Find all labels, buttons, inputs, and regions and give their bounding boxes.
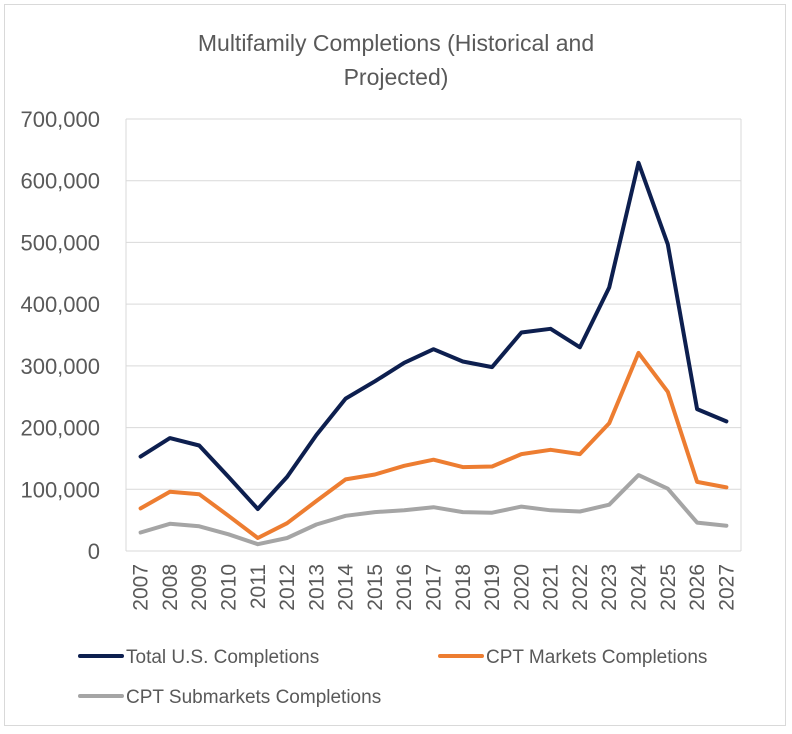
- x-tick-label: 2023: [598, 564, 621, 611]
- series-line-2: [138, 350, 729, 540]
- y-tick-label: 300,000: [20, 354, 100, 379]
- y-tick-label: 600,000: [20, 169, 100, 194]
- y-axis-ticks: 0 100,000 200,000 300,000 400,000 500,000 600,…: [20, 107, 100, 564]
- y-tick-label: 200,000: [20, 416, 100, 441]
- series-line-1: [138, 160, 729, 511]
- x-tick-label: 2020: [510, 564, 533, 611]
- chart-title-line-1: Multifamily Completions (Historical and: [197, 30, 595, 56]
- chart-title: Multifamily Completions (Historical and …: [0, 26, 792, 94]
- x-tick-label: 2022: [569, 564, 592, 611]
- x-tick-label: 2009: [188, 564, 211, 611]
- y-tick-label: 400,000: [20, 292, 100, 317]
- gridlines: [125, 118, 742, 552]
- x-tick-label: 2014: [335, 564, 358, 611]
- x-tick-label: 2027: [715, 564, 738, 611]
- x-tick-label: 2019: [481, 564, 504, 611]
- x-tick-label: 2010: [218, 564, 241, 611]
- y-tick-label: 0: [88, 539, 100, 564]
- series-line-3: [138, 473, 729, 547]
- x-tick-label: 2015: [364, 564, 387, 611]
- y-tick-label: 500,000: [20, 230, 100, 255]
- chart-frame: [4, 4, 786, 726]
- series-lines: [138, 160, 729, 547]
- x-tick-label: 2011: [247, 564, 270, 609]
- x-tick-label: 2026: [686, 564, 709, 611]
- legend: Total U.S. Completions CPT Markets Comple…: [78, 647, 707, 708]
- x-tick-label: 2013: [305, 564, 328, 611]
- x-tick-label: 2018: [452, 564, 475, 611]
- x-tick-label: 2025: [657, 564, 680, 611]
- x-axis-ticks: 2007 2008 2009 2010 2011 2012 2013 2014 2015 2016…: [130, 564, 739, 611]
- x-tick-label: 2012: [276, 564, 299, 611]
- legend-label-3: CPT Submarkets Completions: [126, 687, 381, 708]
- x-tick-label: 2021: [540, 564, 563, 611]
- x-tick-label: 2008: [159, 564, 182, 611]
- chart-title-line-2: Projected): [343, 64, 449, 90]
- y-tick-label: 100,000: [20, 477, 100, 502]
- legend-label-2: CPT Markets Completions: [486, 647, 707, 668]
- x-tick-label: 2007: [130, 564, 153, 611]
- legend-label-1: Total U.S. Completions: [126, 647, 319, 668]
- x-tick-label: 2017: [423, 564, 446, 611]
- x-tick-label: 2024: [628, 564, 651, 611]
- y-tick-label: 700,000: [20, 107, 100, 132]
- x-tick-label: 2016: [393, 564, 416, 611]
